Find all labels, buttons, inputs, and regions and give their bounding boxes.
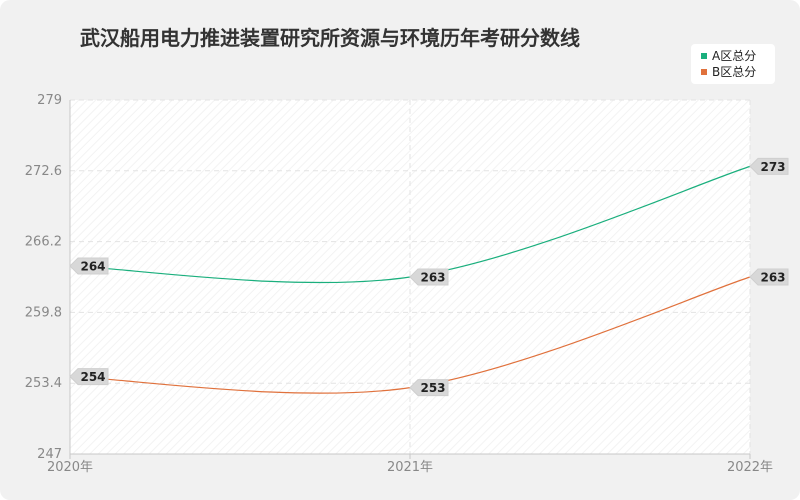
data-label: 263 <box>420 271 445 285</box>
data-label-bg <box>69 257 109 275</box>
y-tick-label: 266.2 <box>25 235 62 250</box>
legend-swatch-b <box>701 68 707 75</box>
legend-label-b: B区总分 <box>712 65 757 79</box>
y-tick-label: 279 <box>37 93 62 108</box>
x-tick-label: 2020年 <box>47 460 93 475</box>
data-label-bg <box>69 368 109 386</box>
legend: A区总分 B区总分 <box>691 44 775 84</box>
legend-label-a: A区总分 <box>712 49 757 63</box>
x-tick-label: 2022年 <box>727 460 773 475</box>
data-label: 263 <box>760 271 785 285</box>
data-label-bg <box>749 157 789 175</box>
y-tick-label: 272.6 <box>25 164 62 179</box>
legend-swatch-a <box>701 52 707 59</box>
legend-item-b[interactable]: B区总分 <box>701 64 756 80</box>
data-label: 253 <box>420 381 445 395</box>
data-label-bg <box>409 268 449 286</box>
y-tick-label: 253.4 <box>25 376 62 391</box>
data-label: 264 <box>80 259 105 273</box>
x-tick-label: 2021年 <box>387 460 433 475</box>
y-tick-label: 247 <box>37 447 62 462</box>
data-label-bg <box>409 379 449 397</box>
y-tick-label: 259.8 <box>25 305 62 320</box>
legend-item-a[interactable]: A区总分 <box>701 48 756 64</box>
data-label-bg <box>749 268 789 286</box>
chart-title: 武汉船用电力推进装置研究所资源与环境历年考研分数线 <box>80 26 580 50</box>
data-label: 254 <box>80 370 105 384</box>
data-label: 273 <box>760 160 785 174</box>
